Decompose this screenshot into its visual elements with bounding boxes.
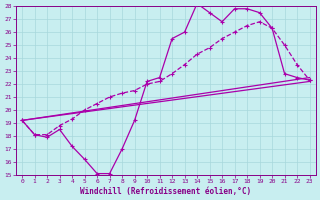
X-axis label: Windchill (Refroidissement éolien,°C): Windchill (Refroidissement éolien,°C) — [80, 187, 252, 196]
